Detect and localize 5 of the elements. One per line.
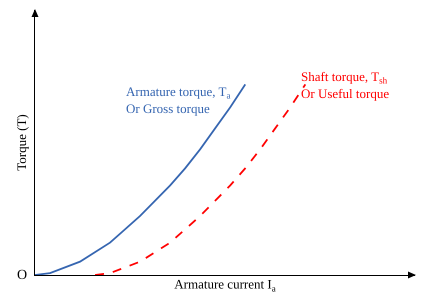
x-axis-title: Armature current I$_{a}$ [174,276,276,294]
text: O [17,268,28,283]
series-label: Shaft torque, T$_{sh}$ Or Useful torque [301,69,390,101]
text: Armature torque, T$_{a}$ Or Gross torque [126,84,231,116]
y-axis-title: Torque (T) [14,114,29,171]
